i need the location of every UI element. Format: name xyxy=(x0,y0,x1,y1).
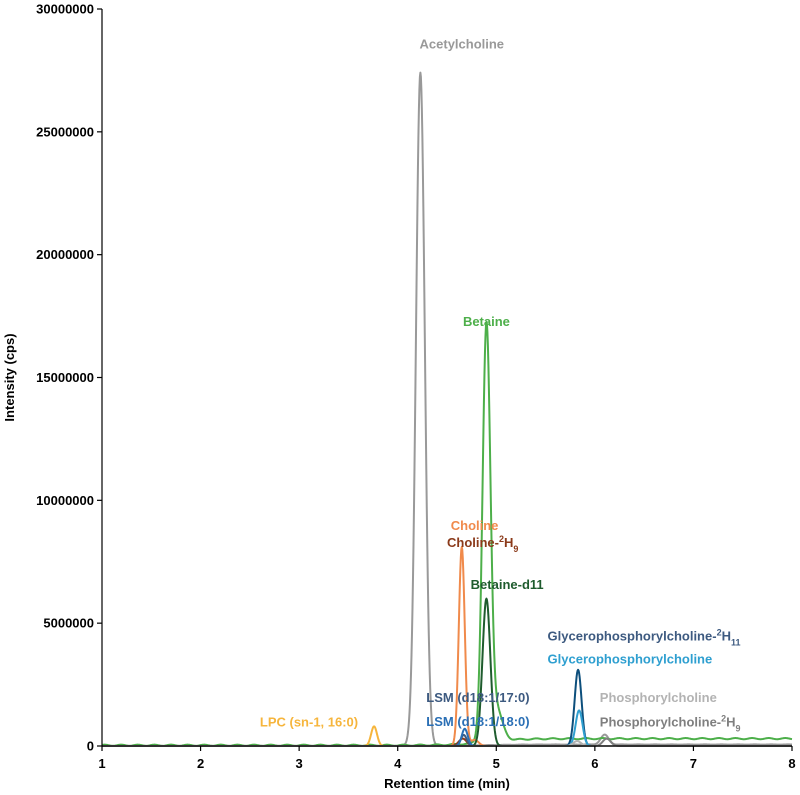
peak-label-text: Phosphorylcholine xyxy=(600,690,717,705)
peak-labels: AcetylcholineBetaineCholineCholine-2H9Be… xyxy=(260,36,741,733)
peak-label: Phosphorylcholine xyxy=(600,690,717,705)
peak-label-sup: 2 xyxy=(499,534,504,544)
peak-label-text: LPC (sn-1, 16:0) xyxy=(260,714,358,729)
peak-label-sup: 2 xyxy=(717,627,722,637)
x-tick-label: 1 xyxy=(98,756,105,771)
y-tick-label: 30000000 xyxy=(36,2,94,17)
y-axis-title: Intensity (cps) xyxy=(2,333,17,421)
y-tick-label: 5000000 xyxy=(43,616,94,631)
trace-glycerophosphorylcholine-2h11 xyxy=(101,668,793,747)
peak-label-text: Choline xyxy=(451,518,499,533)
x-axis-title: Retention time (min) xyxy=(384,776,510,791)
peak-label: Betaine-d11 xyxy=(471,577,544,592)
peak-label-tail: H xyxy=(504,535,513,550)
peak-label-sub: 11 xyxy=(731,637,741,647)
axes: 1 2 3 4 5 6 7 8 0 5000000 10000000 15000000 2000000… xyxy=(36,2,795,772)
x-tick-label: 5 xyxy=(493,756,500,771)
peak-label-text: Glycerophosphorylcholine- xyxy=(548,628,717,643)
peak-label-text: Acetylcholine xyxy=(420,36,505,51)
peak-label-sup: 2 xyxy=(721,713,726,723)
peak-label: LSM (d18:1/17:0) xyxy=(426,690,529,705)
peak-label-text: LSM (d18:1/18:0) xyxy=(426,714,529,729)
peak-label: Betaine xyxy=(463,314,510,329)
x-tick-label: 7 xyxy=(690,756,697,771)
x-ticks: 1 2 3 4 5 6 7 8 xyxy=(98,746,796,771)
x-tick-label: 2 xyxy=(197,756,204,771)
trace-betaine xyxy=(101,320,793,747)
peak-label-text: Betaine-d11 xyxy=(471,577,544,592)
peak-label-text: LSM (d18:1/17:0) xyxy=(426,690,529,705)
peak-label-tail: H xyxy=(722,628,731,643)
x-tick-label: 6 xyxy=(591,756,598,771)
x-tick-label: 3 xyxy=(296,756,303,771)
peak-label-text: Betaine xyxy=(463,314,510,329)
peak-label-tail: H xyxy=(726,714,735,729)
trace-acetylcholine xyxy=(101,71,793,747)
peak-label-text: Choline- xyxy=(447,535,499,550)
y-tick-label: 0 xyxy=(87,739,94,754)
peak-label-text: Glycerophosphorylcholine xyxy=(548,652,713,667)
y-tick-label: 25000000 xyxy=(36,124,94,139)
peak-label: Phosphorylcholine-2H9 xyxy=(600,713,741,733)
peak-label: Glycerophosphorylcholine xyxy=(548,652,713,667)
peak-label: LSM (d18:1/18:0) xyxy=(426,714,529,729)
peak-label: Glycerophosphorylcholine-2H11 xyxy=(548,627,741,647)
peak-label: Choline-2H9 xyxy=(447,534,518,554)
x-tick-label: 8 xyxy=(788,756,795,771)
peak-label: Acetylcholine xyxy=(420,36,505,51)
peak-label: Choline xyxy=(451,518,499,533)
peak-label: LPC (sn-1, 16:0) xyxy=(260,714,358,729)
peak-label-text: Phosphorylcholine- xyxy=(600,714,721,729)
y-tick-label: 10000000 xyxy=(36,493,94,508)
y-tick-label: 15000000 xyxy=(36,370,94,385)
peak-label-sub: 9 xyxy=(736,723,741,733)
peak-label-sub: 9 xyxy=(513,544,518,554)
y-tick-label: 20000000 xyxy=(36,247,94,262)
trace-layer xyxy=(101,71,793,747)
y-ticks: 0 5000000 10000000 15000000 20000000 25000000… xyxy=(36,2,102,754)
x-tick-label: 4 xyxy=(394,756,402,771)
